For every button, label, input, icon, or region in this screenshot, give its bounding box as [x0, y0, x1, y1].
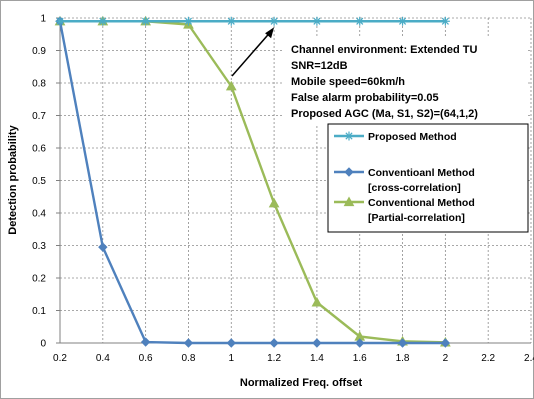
legend-marker [344, 167, 354, 177]
y-tick-label: 0.3 [32, 241, 46, 252]
legend: Proposed Method Conventioanl Method [cross… [327, 123, 529, 233]
x-tick-label: 0.6 [139, 353, 153, 364]
y-tick-label: 0.4 [32, 209, 46, 220]
annotation-background [284, 38, 528, 126]
series-group [54, 15, 451, 348]
data-point [440, 16, 450, 26]
legend-marker [343, 196, 355, 207]
data-point [226, 338, 236, 348]
data-point [312, 16, 322, 26]
data-point [312, 338, 322, 348]
x-axis-title: Normalized Freq. offset [240, 377, 363, 389]
legend-label: Conventioanl Method [368, 167, 475, 179]
x-tick-label: 2.4 [524, 353, 534, 364]
data-point [183, 16, 193, 26]
data-point [440, 338, 451, 348]
x-tick-label: 0.2 [53, 353, 67, 364]
legend-label: Proposed Method [368, 131, 457, 143]
data-point [98, 242, 108, 252]
y-tick-label: 0.1 [32, 306, 46, 317]
data-point [269, 338, 279, 348]
axes: 0 0.1 0.2 0.3 0.4 0.5 0.6 0.7 0.8 0.9 1 0.2 0.4 0.6 0.… [32, 14, 534, 365]
legend-box [327, 123, 529, 233]
data-point [268, 197, 280, 208]
legend-label: [cross-correlation] [368, 182, 461, 194]
legend-label: [Partial-correlation] [368, 212, 465, 224]
annotation-line: SNR=12dB [291, 60, 348, 72]
annotation: Channel environment: Extended TU SNR=12dB… [231, 27, 528, 126]
y-tick-label: 0.7 [32, 111, 46, 122]
x-tick-label: 1.4 [310, 353, 324, 364]
series-line-1 [58, 21, 446, 345]
x-tick-label: 1.2 [267, 353, 281, 364]
annotation-arrowhead [265, 27, 275, 39]
x-tick-label: 1 [228, 353, 234, 364]
data-point [269, 16, 279, 26]
annotation-line: False alarm probability=0.05 [291, 92, 439, 104]
data-point [98, 16, 108, 26]
y-tick-label: 0.2 [32, 274, 46, 285]
annotation-line: Channel environment: Extended TU [291, 44, 477, 56]
annotation-line: Mobile speed=60km/h [291, 76, 405, 88]
x-tick-label: 0.4 [96, 353, 110, 364]
y-tick-label: 0.9 [32, 46, 46, 57]
data-point [141, 16, 151, 26]
legend-marker [344, 131, 354, 141]
data-point [140, 337, 151, 347]
x-tick-label: 1.6 [353, 353, 367, 364]
y-tick-label: 0 [40, 339, 46, 350]
annotation-arrow [231, 30, 272, 77]
y-tick-label: 0.5 [32, 176, 46, 187]
x-tick-label: 2.2 [481, 353, 495, 364]
data-point [183, 338, 194, 348]
annotation-line: Proposed AGC (Ma, S1, S2)=(64,1,2) [291, 108, 478, 120]
data-point [226, 16, 236, 26]
x-tick-label: 2 [443, 353, 449, 364]
y-tick-label: 1 [40, 14, 46, 25]
data-point [355, 338, 365, 348]
y-tick-label: 0.8 [32, 79, 46, 90]
data-point [311, 296, 323, 307]
x-tick-label: 0.8 [182, 353, 196, 364]
y-tick-label: 0.6 [32, 144, 46, 155]
data-point [355, 16, 365, 26]
x-tick-label: 1.8 [396, 353, 410, 364]
legend-label: Conventional Method [368, 197, 475, 209]
data-point [55, 16, 65, 26]
data-point [398, 16, 408, 26]
data-point [225, 80, 237, 91]
y-axis-title: Detection probability [7, 124, 19, 234]
data-point [397, 338, 408, 348]
